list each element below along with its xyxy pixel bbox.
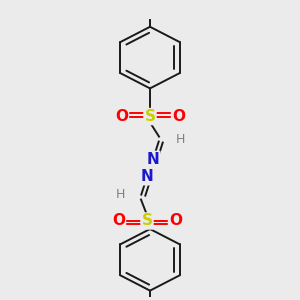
Text: O: O: [172, 109, 185, 124]
Text: S: S: [142, 214, 152, 229]
Text: O: O: [115, 109, 128, 124]
Text: H: H: [115, 188, 125, 201]
Text: O: O: [112, 214, 125, 229]
Text: O: O: [169, 214, 182, 229]
Text: N: N: [141, 169, 153, 184]
Text: N: N: [147, 152, 159, 167]
Text: H: H: [175, 133, 185, 146]
Text: S: S: [145, 109, 155, 124]
